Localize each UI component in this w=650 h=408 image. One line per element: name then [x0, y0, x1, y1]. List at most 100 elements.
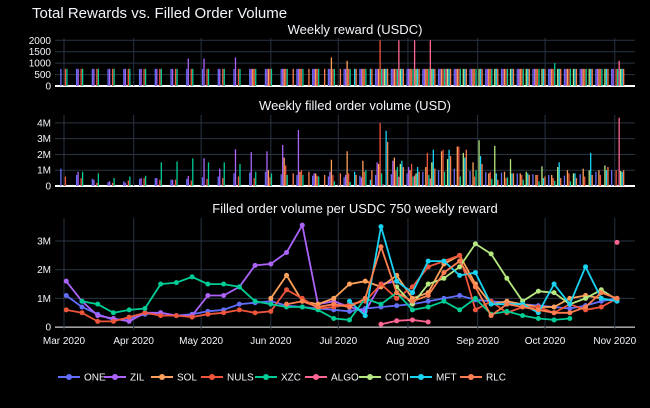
volume-bar-rlc	[560, 178, 562, 186]
series-point-coti	[504, 275, 510, 281]
reward-bar-nuls	[615, 68, 617, 86]
volume-bar-nuls	[159, 179, 161, 186]
volume-bar-nuls	[426, 152, 428, 186]
reward-bar-rlc	[371, 68, 373, 86]
volume-bar-one	[437, 170, 440, 186]
volume-bar-nuls	[410, 163, 413, 186]
reward-bar-nuls	[332, 68, 334, 86]
volume-bar-sol	[409, 170, 411, 186]
series-point-nuls	[110, 318, 116, 324]
series-point-sol	[362, 278, 368, 284]
reward-bar-rlc	[623, 68, 625, 86]
series-point-coti	[425, 281, 431, 287]
reward-bar-one	[186, 68, 188, 86]
volume-bar-one	[469, 171, 471, 186]
reward-bar-xzc	[506, 68, 509, 86]
volume-bar-zil	[282, 144, 284, 186]
reward-bar-xzc	[270, 68, 273, 86]
volume-bar-zil	[219, 168, 221, 186]
reward-bar-zil	[297, 68, 300, 86]
reward-bar-xzc	[585, 68, 587, 86]
volume-bar-sol	[535, 174, 537, 186]
reward-bar-one	[154, 68, 156, 86]
series-point-one	[346, 308, 352, 314]
reward-bar-coti	[494, 68, 496, 86]
series-point-rlc	[551, 310, 557, 316]
series-point-coti	[551, 290, 557, 296]
volume-bar-zil	[376, 162, 378, 186]
volume-bar-one	[374, 174, 377, 186]
reward-bar-zil	[344, 68, 347, 86]
volume-bar-coti	[541, 166, 543, 186]
series-point-nuls	[457, 252, 463, 258]
reward-bar-coti	[446, 68, 449, 86]
series-point-rlc	[346, 304, 352, 310]
series-point-zil	[126, 318, 132, 324]
reward-bar-nuls	[505, 68, 507, 86]
volume-bar-nuls	[222, 178, 224, 186]
y-tick-label: 0	[45, 323, 51, 334]
volume-bar-one	[312, 175, 314, 186]
reward-bar-sol	[582, 68, 584, 86]
volume-bar-one	[296, 174, 298, 186]
reward-bar-one	[280, 68, 282, 86]
reward-bar-nuls	[536, 68, 539, 86]
reward-bar-zil	[486, 68, 488, 86]
series-point-xzc	[441, 298, 447, 304]
series-point-nuls	[284, 287, 290, 293]
series-point-xzc	[189, 274, 195, 280]
reward-bar-nuls	[395, 68, 397, 86]
volume-bar-coti	[399, 163, 402, 186]
volume-bar-nuls	[285, 165, 287, 186]
volume-bar-nuls	[300, 170, 303, 186]
volume-bar-xzc	[81, 171, 84, 186]
volume-bar-mft	[574, 173, 576, 186]
reward-bar-sol	[267, 68, 270, 86]
volume-bar-one	[500, 172, 503, 186]
volume-bar-one	[327, 176, 330, 186]
reward-bar-sol	[456, 68, 458, 86]
volume-bar-nuls	[269, 177, 271, 186]
reward-bar-coti	[541, 68, 543, 86]
reward-bar-nuls	[111, 68, 114, 86]
series-point-nuls	[598, 304, 604, 310]
series-point-xzc	[551, 317, 557, 323]
volume-bar-algo	[398, 176, 400, 186]
reward-bar-nuls	[64, 68, 67, 86]
volume-bar-nuls	[253, 178, 255, 186]
reward-bar-rlc	[465, 68, 467, 86]
legend-marker-sol	[159, 374, 165, 380]
series-point-coti	[457, 264, 463, 270]
series-point-zil	[268, 261, 274, 267]
volume-bar-sol	[362, 160, 364, 186]
reward-bar-rlc	[324, 68, 326, 86]
reward-bar-one	[611, 68, 613, 86]
volume-bar-xzc	[459, 176, 461, 186]
series-point-nuls	[472, 307, 478, 313]
reward-bar-one	[123, 68, 125, 86]
reward-bar-algo	[429, 40, 431, 86]
series-point-xzc	[173, 280, 179, 286]
reward-bar-zil	[313, 68, 315, 86]
legend-marker-one	[66, 374, 72, 380]
volume-bar-one	[170, 179, 172, 186]
series-point-mft	[441, 258, 447, 264]
volume-bar-rlc	[339, 173, 342, 186]
reward-bar-sol	[535, 68, 537, 86]
x-tick-label: Jul 2020	[319, 336, 357, 347]
reward-bar-rlc	[481, 68, 483, 86]
volume-bar-coti	[525, 171, 527, 186]
volume-bar-sol	[472, 162, 474, 186]
reward-bar-sol	[440, 68, 443, 86]
series-point-rlc	[567, 310, 573, 316]
volume-bar-mft	[590, 152, 592, 186]
reward-bar-coti	[431, 68, 433, 86]
series-point-nuls	[221, 310, 227, 316]
reward-bar-sol	[315, 68, 317, 86]
x-tick-label: Mar 2020	[43, 336, 86, 347]
reward-bar-xzc	[443, 68, 446, 86]
volume-bar-one	[186, 178, 188, 186]
series-point-xzc	[252, 298, 258, 304]
volume-bar-algo	[382, 184, 384, 186]
series-point-zil	[63, 278, 69, 284]
